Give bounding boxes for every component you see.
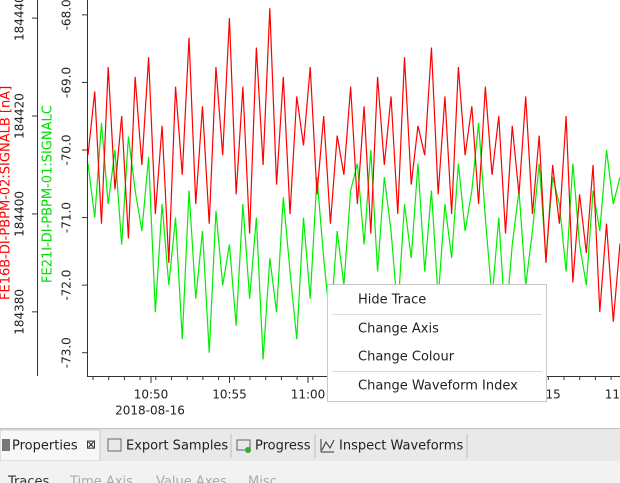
- menu-item[interactable]: Change Axis: [358, 322, 439, 337]
- tab[interactable]: Properties: [12, 439, 78, 454]
- y2-tick-label: 184380: [13, 289, 27, 335]
- menu-box: [327, 284, 547, 402]
- y-tick-label: -68.0: [60, 0, 74, 30]
- y-axis-label: FE21I-DI-PBPM-01:SIGNALC: [41, 105, 56, 283]
- tab-icon: [2, 439, 10, 451]
- subtab[interactable]: Value Axes: [156, 475, 227, 483]
- menu-item[interactable]: Change Waveform Index: [358, 379, 518, 394]
- subtab[interactable]: Traces: [7, 475, 49, 483]
- x-tick-label: 11:00: [291, 388, 326, 402]
- x-tick-label: 10:50: [134, 388, 169, 402]
- subtab[interactable]: Time Axis: [69, 475, 133, 483]
- x-tick-label: 10:55: [212, 388, 247, 402]
- y2-tick-label: 184400: [13, 191, 27, 237]
- tab[interactable]: Progress: [255, 439, 311, 454]
- date-label: 2018-08-16: [115, 404, 185, 418]
- close-icon[interactable]: ⊠: [86, 438, 96, 452]
- tab[interactable]: Inspect Waveforms: [339, 439, 463, 454]
- menu-item[interactable]: Change Colour: [358, 350, 455, 365]
- y-tick-label: -70.0: [60, 134, 74, 165]
- tab-icon: [236, 439, 251, 451]
- y2-tick-label: 184420: [13, 93, 27, 139]
- y-tick-label: -73.0: [60, 337, 74, 368]
- y2-tick-label: 184440: [13, 0, 27, 41]
- y-tick-label: -69.0: [60, 67, 74, 98]
- tab-icon: [320, 439, 335, 453]
- tab-bar: [0, 428, 620, 461]
- y2-axis-label: FE16B-DI-PBPM-02:SIGNALB [nA]: [0, 86, 14, 300]
- tab-icon: [107, 438, 122, 452]
- trace: [88, 122, 620, 360]
- context-menu: Hide Trace Change Axis Change Colour Cha…: [327, 284, 547, 402]
- active-tab[interactable]: [0, 429, 101, 462]
- y-tick-label: -72.0: [60, 270, 74, 301]
- y-tick-label: -71.0: [60, 202, 74, 233]
- subtab[interactable]: Misc: [248, 475, 277, 483]
- tab-icon: [245, 447, 251, 453]
- x-tick-label: 11:20: [605, 388, 620, 402]
- tab[interactable]: Export Samples: [126, 439, 228, 454]
- menu-item[interactable]: Hide Trace: [358, 293, 426, 308]
- properties-panel: [0, 461, 620, 483]
- trace: [88, 8, 620, 322]
